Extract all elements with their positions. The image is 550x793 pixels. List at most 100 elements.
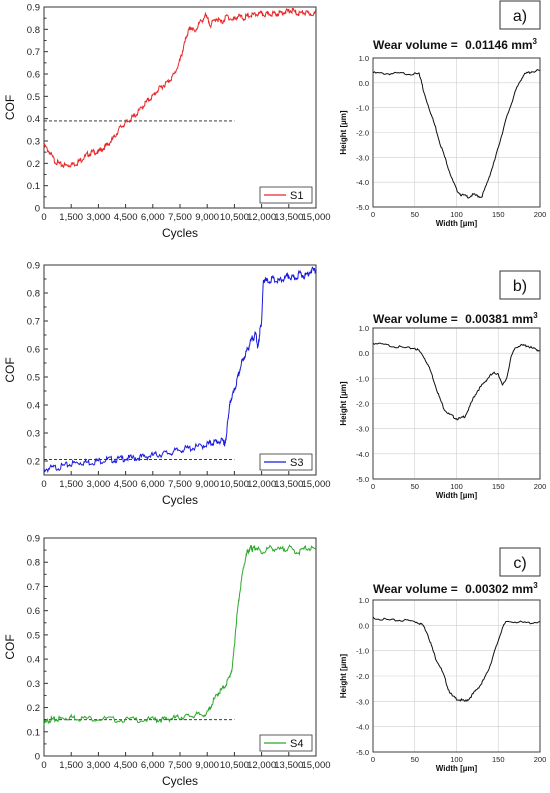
x-tick-label: 50 — [411, 210, 419, 219]
y-tick-label: -1.0 — [356, 374, 369, 383]
y-axis-title: Height [µm] — [339, 110, 348, 154]
y-tick-label: 0 — [35, 204, 40, 215]
x-tick-label: 13,500 — [274, 212, 303, 223]
x-tick-label: 7,500 — [168, 212, 192, 223]
profile-chart-1: a) Wear volume = 0.01146 mm3 -5.0 -4.0 -3.0 -… — [339, 0, 546, 228]
x-tick-label: 13,500 — [274, 479, 303, 490]
x-tick-label: 6,000 — [141, 212, 165, 223]
y-tick-label: 0.6 — [27, 606, 40, 617]
y-tick-label: 0.4 — [27, 114, 40, 125]
wear-label: Wear volume = — [373, 582, 461, 596]
cof-chart-3: 0 0.1 0.2 0.3 0.4 0.5 0.6 0.7 0.8 0.9 0 1,500 3,000 4… — [3, 534, 331, 789]
x-tick-label: 150 — [492, 482, 505, 491]
x-axis-title: Width [µm] — [436, 219, 478, 228]
y-axis-title: COF — [3, 95, 17, 120]
y-tick-label: -2.0 — [356, 672, 369, 681]
panel-label-text: c) — [513, 555, 526, 572]
panel-label-text: a) — [513, 8, 527, 25]
x-tick-label: 100 — [450, 482, 463, 491]
profile-line — [372, 342, 541, 421]
panel-label-box — [499, 270, 541, 300]
y-tick-label: 0.5 — [27, 630, 40, 641]
x-tick-label: 50 — [411, 482, 419, 491]
y-tick-label: 0.4 — [27, 655, 40, 666]
x-tick-label: 1,500 — [59, 212, 83, 223]
x-tick-label: 15,000 — [301, 760, 330, 771]
y-tick-label: -5.0 — [356, 203, 369, 212]
x-axis-title: Width [µm] — [436, 491, 478, 500]
x-tick-label: 10,500 — [220, 479, 249, 490]
y-tick-label: 0.9 — [27, 261, 40, 272]
x-tick-label: 4,500 — [114, 212, 138, 223]
wear-volume-title: Wear volume = 0.00381 mm3 — [373, 311, 538, 326]
y-tick-label: 1.0 — [359, 54, 369, 63]
x-tick-label: 100 — [450, 210, 463, 219]
x-tick-label: 7,500 — [168, 760, 192, 771]
x-tick-label: 15,000 — [301, 479, 330, 490]
wear-exponent: 3 — [533, 37, 538, 46]
y-tick-label: 1.0 — [359, 596, 369, 605]
y-tick-label: -1.0 — [356, 104, 369, 113]
wear-exponent: 3 — [533, 581, 538, 590]
legend: S4 — [259, 734, 313, 752]
x-tick-label: 200 — [534, 482, 547, 491]
panel-label-box — [499, 547, 541, 577]
plot-border — [372, 599, 541, 753]
x-tick-label: 0 — [371, 210, 375, 219]
profile-chart-3: c) Wear volume = 0.00302 mm3 -5.0 -4.0 -3.0 -… — [339, 547, 546, 773]
x-tick-label: 6,000 — [141, 760, 165, 771]
y-tick-label: 0.2 — [27, 159, 40, 170]
wear-volume-title: Wear volume = 0.00302 mm3 — [373, 581, 538, 596]
y-tick-label: -2.0 — [356, 400, 369, 409]
x-tick-label: 1,500 — [59, 479, 83, 490]
y-tick-label: 0.1 — [27, 181, 40, 192]
y-tick-label: 0.2 — [27, 703, 40, 714]
cof-chart-1: 0 0.1 0.2 0.3 0.4 0.5 0.6 0.7 0.8 0.9 0 1,500 3,000 4… — [3, 3, 331, 241]
x-tick-label: 150 — [492, 210, 505, 219]
y-tick-label: 0.1 — [27, 727, 40, 738]
y-tick-label: -2.0 — [356, 129, 369, 138]
y-tick-label: 0.8 — [27, 25, 40, 36]
x-tick-label: 15,000 — [301, 212, 330, 223]
y-axis-title: COF — [3, 634, 17, 659]
x-tick-label: 100 — [450, 755, 463, 764]
y-tick-label: 0.3 — [27, 137, 40, 148]
y-tick-label: -3.0 — [356, 697, 369, 706]
y-tick-label: 0.8 — [27, 289, 40, 300]
x-tick-label: 0 — [41, 212, 46, 223]
wear-label: Wear volume = — [373, 38, 461, 52]
x-tick-label: 0 — [371, 755, 375, 764]
series-line-S3 — [43, 266, 317, 474]
profile-line — [372, 616, 541, 703]
x-axis-title: Cycles — [162, 226, 198, 240]
y-tick-label: -3.0 — [356, 425, 369, 434]
wear-value: 0.00381 mm — [465, 312, 533, 326]
y-tick-label: 0.9 — [27, 534, 40, 545]
panel-label: a) — [499, 0, 541, 30]
panel-label: c) — [499, 547, 541, 577]
y-tick-label: 0.0 — [359, 79, 369, 88]
y-tick-label: 0.0 — [359, 621, 369, 630]
x-tick-label: 9,000 — [195, 479, 219, 490]
x-axis-title: Width [µm] — [436, 764, 478, 773]
x-tick-label: 50 — [411, 755, 419, 764]
panel-label-box — [499, 0, 541, 30]
y-tick-label: -4.0 — [356, 723, 369, 732]
x-tick-label: 4,500 — [114, 479, 138, 490]
y-tick-label: 0.5 — [27, 92, 40, 103]
x-tick-label: 12,000 — [247, 212, 276, 223]
cof-chart-2: 0.2 0.3 0.4 0.5 0.6 0.7 0.8 0.9 0 1,500 3,000 4,500… — [3, 261, 331, 508]
y-tick-label: -4.0 — [356, 178, 369, 187]
x-tick-label: 150 — [492, 755, 505, 764]
y-tick-label: 1.0 — [359, 324, 369, 333]
y-tick-label: 0 — [35, 752, 40, 763]
legend: S1 — [259, 186, 313, 204]
x-tick-label: 0 — [41, 479, 46, 490]
y-tick-label: 0.6 — [27, 345, 40, 356]
profile-line — [372, 69, 541, 199]
x-tick-label: 12,000 — [247, 479, 276, 490]
x-tick-label: 13,500 — [274, 760, 303, 771]
x-tick-label: 10,500 — [220, 760, 249, 771]
legend-label: S1 — [290, 190, 303, 202]
legend-label: S4 — [290, 738, 303, 750]
